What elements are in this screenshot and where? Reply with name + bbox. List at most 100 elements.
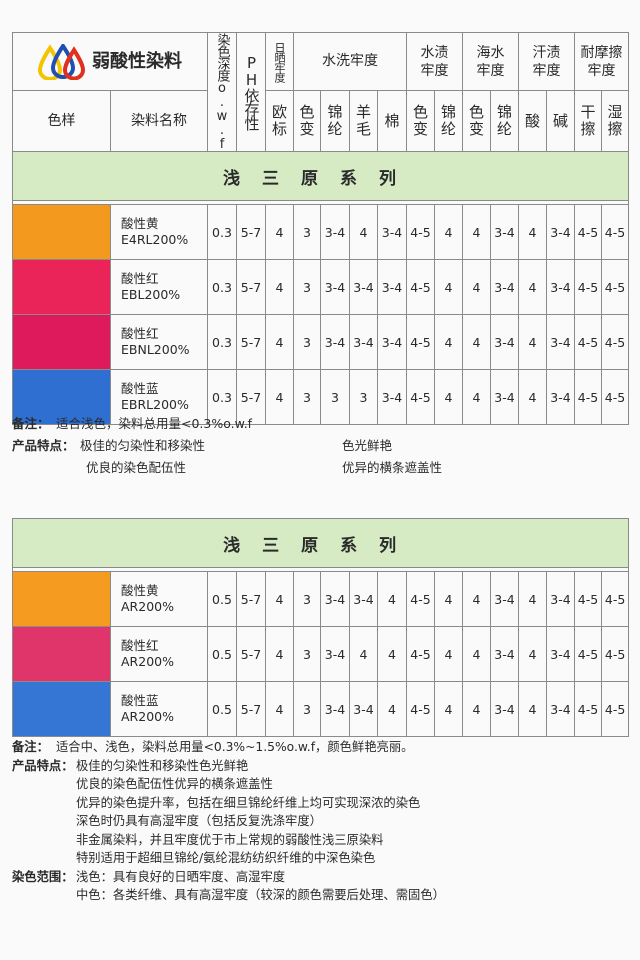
value-cell: 4 [518, 314, 547, 370]
value-cell: 3-4 [320, 626, 350, 682]
color-swatch [12, 681, 111, 737]
value-cell: 4 [265, 626, 294, 682]
subcol-6: 锦纶 [434, 90, 463, 152]
series-band: 浅三原系列 [12, 151, 629, 201]
value-cell: 3-4 [320, 571, 350, 627]
value-cell: 0.3 [207, 259, 237, 315]
table-row: 酸性红 AR200% 0.5 5-7 4 3 3-4 4 4 4-5 4 4 3-4 4 3-4 4-5 4-5 [12, 626, 630, 682]
value-cell: 3-4 [490, 369, 519, 425]
value-cell: 4-5 [574, 571, 602, 627]
value-cell: 4 [518, 204, 547, 260]
value-cell: 0.5 [207, 626, 237, 682]
color-swatch [12, 259, 111, 315]
value-cell: 4 [518, 571, 547, 627]
value-cell: 5-7 [236, 626, 266, 682]
value-cell: 4-5 [406, 626, 435, 682]
table-row: 酸性蓝 EBRL200% 0.3 5-7 4 3 3 3 3-4 4-5 4 4 3-4 4 3-4 4-5 4… [12, 369, 629, 425]
col-sea: 海水牢度 [462, 31, 519, 92]
logo-text: 弱酸性染料 [92, 51, 182, 73]
value-cell: 4 [462, 626, 491, 682]
dye-name-cn: 酸性红 [121, 638, 159, 653]
value-cell: 3-4 [490, 571, 519, 627]
value-cell: 4-5 [574, 204, 602, 260]
value-cell: 5-7 [236, 204, 266, 260]
value-cell: 4-5 [601, 314, 629, 370]
subcol-2: 锦纶 [320, 90, 350, 152]
notes-2: 备注： 适合中、浅色，染料总用量<0.3%~1.5%o.w.f，颜色鲜艳亮丽。 产… [12, 740, 445, 902]
value-cell: 3 [293, 204, 321, 260]
value-cell: 4 [265, 369, 294, 425]
value-cell: 3-4 [349, 681, 378, 737]
value-cell: 4 [462, 314, 491, 370]
value-cell: 3-4 [490, 314, 519, 370]
col-water: 水渍牢度 [406, 31, 463, 92]
drops-logo-icon [38, 43, 86, 80]
col-rub: 耐摩擦牢度 [574, 31, 629, 92]
color-swatch [12, 314, 111, 370]
value-cell: 3 [293, 314, 321, 370]
value-cell: 3-4 [546, 204, 575, 260]
value-cell: 4 [434, 259, 463, 315]
color-swatch [12, 369, 111, 425]
col-depth: 染色深度o.w.f [207, 32, 237, 152]
value-cell: 4 [377, 681, 407, 737]
value-cell: 3-4 [546, 626, 575, 682]
value-cell: 0.5 [207, 681, 237, 737]
value-cell: 3-4 [349, 314, 378, 370]
value-cell: 0.5 [207, 571, 237, 627]
value-cell: 4 [377, 571, 407, 627]
value-cell: 4-5 [601, 259, 629, 315]
value-cell: 4 [462, 681, 491, 737]
value-cell: 3-4 [490, 626, 519, 682]
value-cell: 4 [518, 681, 547, 737]
notes-1: 备注： 适合浅色，染料总用量<0.3%o.w.f 产品特点： 极佳的匀染性和移染性色… [12, 416, 443, 475]
value-cell: 4-5 [406, 571, 435, 627]
value-cell: 0.3 [207, 204, 237, 260]
subcol-9: 酸 [518, 90, 547, 152]
table-row: 酸性黄 AR200% 0.5 5-7 4 3 3-4 3-4 4 4-5 4 4 3-4 4 3-4 4-5 4… [12, 571, 630, 627]
dye-table-1: 弱酸性染料 染色深度o.w.f PH依存性 日晒牢度 水洗牢度 水渍牢度 海水牢… [12, 31, 629, 425]
value-cell: 4 [265, 681, 294, 737]
value-cell: 3-4 [377, 369, 407, 425]
color-swatch [12, 204, 111, 260]
value-cell: 3-4 [546, 314, 575, 370]
value-cell: 4 [349, 204, 378, 260]
value-cell: 4 [434, 571, 463, 627]
subcol-8: 锦纶 [490, 90, 519, 152]
value-cell: 4 [265, 571, 294, 627]
value-cell: 4-5 [600, 571, 630, 627]
value-cell: 4-5 [574, 314, 602, 370]
value-cell: 3 [293, 681, 321, 737]
value-cell: 4-5 [406, 204, 435, 260]
subcol-5: 色变 [406, 90, 435, 152]
col-ph: PH依存性 [236, 32, 266, 152]
dye-name: 酸性黄 E4RL200% [110, 204, 208, 260]
value-cell: 4-5 [574, 369, 602, 425]
dye-code: EBRL200% [121, 397, 189, 412]
value-cell: 5-7 [236, 259, 266, 315]
value-cell: 3-4 [377, 204, 407, 260]
dye-name-cn: 酸性红 [121, 271, 159, 286]
table-row: 酸性红 EBL200% 0.3 5-7 4 3 3-4 3-4 3-4 4-5 4 4 3-4 4 3-4 4… [12, 259, 629, 315]
value-cell: 4 [265, 204, 294, 260]
col-sweat: 汗渍牢度 [518, 31, 575, 92]
value-cell: 4-5 [574, 681, 602, 737]
value-cell: 3-4 [349, 259, 378, 315]
value-cell: 4 [265, 259, 294, 315]
value-cell: 3-4 [349, 571, 378, 627]
value-cell: 4-5 [601, 204, 629, 260]
subcol-10: 碱 [546, 90, 575, 152]
value-cell: 4-5 [574, 259, 602, 315]
value-cell: 3-4 [546, 681, 575, 737]
value-cell: 4-5 [406, 259, 435, 315]
col-swatch: 色样 [12, 90, 111, 152]
value-cell: 4-5 [600, 681, 630, 737]
col-name: 染料名称 [110, 90, 208, 152]
series-band: 浅三原系列 [11, 518, 630, 568]
subcol-1: 色变 [293, 90, 321, 152]
dye-code: AR200% [121, 654, 174, 669]
col-wash: 水洗牢度 [293, 31, 407, 92]
table-row: 酸性蓝 AR200% 0.5 5-7 4 3 3-4 3-4 4 4-5 4 4 3-4 4 3-4 4-5 4… [12, 681, 630, 737]
value-cell: 4 [462, 369, 491, 425]
value-cell: 4-5 [574, 626, 602, 682]
